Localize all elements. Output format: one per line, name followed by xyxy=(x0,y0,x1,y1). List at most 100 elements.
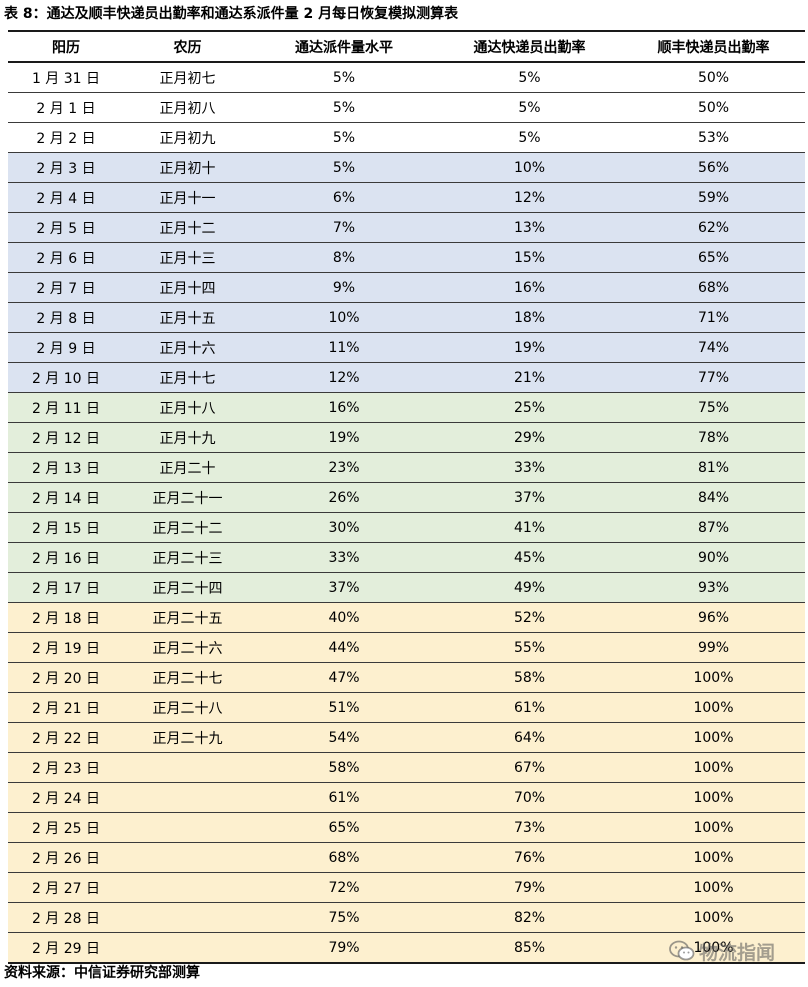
cell-lunar-date: 正月十七 xyxy=(124,362,251,393)
table-row: 2 月 1 日正月初八 5% 5% 50% xyxy=(8,92,805,123)
table-row: 2 月 6 日正月十三 8% 15% 65% xyxy=(8,242,805,273)
cell-sf-attendance: 71% xyxy=(622,302,805,333)
cell-tongda-volume: 9% xyxy=(251,272,437,303)
table-row: 2 月 24 日 61% 70% 100% xyxy=(8,782,805,813)
cell-solar-date: 2 月 25 日 xyxy=(8,812,124,843)
cell-sf-attendance: 56% xyxy=(622,152,805,183)
cell-tongda-volume: 37% xyxy=(251,572,437,603)
cell-lunar-date: 正月十四 xyxy=(124,272,251,303)
cell-solar-date: 2 月 22 日 xyxy=(8,722,124,753)
cell-sf-attendance: 90% xyxy=(622,542,805,573)
cell-solar-date: 2 月 3 日 xyxy=(8,152,124,183)
table-row: 2 月 17 日正月二十四 37% 49% 93% xyxy=(8,572,805,603)
cell-solar-date: 2 月 19 日 xyxy=(8,632,124,663)
cell-tongda-volume: 5% xyxy=(251,152,437,183)
cell-tongda-attendance: 21% xyxy=(437,362,622,393)
cell-tongda-attendance: 13% xyxy=(437,212,622,243)
cell-solar-date: 2 月 10 日 xyxy=(8,362,124,393)
cell-sf-attendance: 100% xyxy=(622,932,805,964)
cell-lunar-date: 正月二十三 xyxy=(124,542,251,573)
cell-lunar-date: 正月初七 xyxy=(124,62,251,93)
cell-tongda-volume: 79% xyxy=(251,932,437,964)
cell-sf-attendance: 96% xyxy=(622,602,805,633)
cell-solar-date: 2 月 8 日 xyxy=(8,302,124,333)
cell-tongda-volume: 5% xyxy=(251,122,437,153)
cell-tongda-volume: 30% xyxy=(251,512,437,543)
table-row: 2 月 22 日正月二十九 54% 64% 100% xyxy=(8,722,805,753)
cell-sf-attendance: 100% xyxy=(622,752,805,783)
cell-lunar-date xyxy=(124,752,251,783)
cell-tongda-volume: 10% xyxy=(251,302,437,333)
table-container: 阳历 农历 通达派件量水平 通达快递员出勤率 顺丰快递员出勤率 1 月 31 日… xyxy=(8,30,805,964)
cell-solar-date: 2 月 13 日 xyxy=(8,452,124,483)
cell-solar-date: 2 月 1 日 xyxy=(8,92,124,123)
cell-sf-attendance: 50% xyxy=(622,62,805,93)
source-note: 资料来源：中信证券研究部测算 xyxy=(4,965,200,981)
cell-sf-attendance: 77% xyxy=(622,362,805,393)
cell-tongda-attendance: 58% xyxy=(437,662,622,693)
header-tongda-attendance: 通达快递员出勤率 xyxy=(437,30,622,63)
cell-lunar-date: 正月二十五 xyxy=(124,602,251,633)
cell-tongda-attendance: 70% xyxy=(437,782,622,813)
cell-solar-date: 2 月 9 日 xyxy=(8,332,124,363)
cell-solar-date: 2 月 5 日 xyxy=(8,212,124,243)
cell-solar-date: 2 月 15 日 xyxy=(8,512,124,543)
cell-tongda-attendance: 29% xyxy=(437,422,622,453)
cell-lunar-date: 正月十八 xyxy=(124,392,251,423)
table-body: 1 月 31 日正月初七 5% 5% 50% 2 月 1 日正月初八 5% 5% 50% 2 月… xyxy=(8,62,805,964)
cell-lunar-date: 正月二十九 xyxy=(124,722,251,753)
cell-lunar-date xyxy=(124,932,251,964)
cell-solar-date: 2 月 6 日 xyxy=(8,242,124,273)
cell-tongda-volume: 51% xyxy=(251,692,437,723)
cell-solar-date: 2 月 2 日 xyxy=(8,122,124,153)
cell-tongda-volume: 8% xyxy=(251,242,437,273)
cell-tongda-attendance: 18% xyxy=(437,302,622,333)
cell-solar-date: 2 月 24 日 xyxy=(8,782,124,813)
cell-lunar-date: 正月二十六 xyxy=(124,632,251,663)
cell-sf-attendance: 68% xyxy=(622,272,805,303)
table-row: 1 月 31 日正月初七 5% 5% 50% xyxy=(8,62,805,93)
table-row: 2 月 25 日 65% 73% 100% xyxy=(8,812,805,843)
wechat-icon xyxy=(669,940,695,962)
cell-solar-date: 2 月 14 日 xyxy=(8,482,124,513)
cell-tongda-attendance: 64% xyxy=(437,722,622,753)
cell-sf-attendance: 53% xyxy=(622,122,805,153)
cell-lunar-date xyxy=(124,842,251,873)
cell-tongda-volume: 75% xyxy=(251,902,437,933)
cell-sf-attendance: 100% xyxy=(622,842,805,873)
cell-sf-attendance: 100% xyxy=(622,782,805,813)
cell-tongda-attendance: 52% xyxy=(437,602,622,633)
cell-tongda-volume: 5% xyxy=(251,62,437,93)
cell-tongda-attendance: 33% xyxy=(437,452,622,483)
cell-tongda-attendance: 25% xyxy=(437,392,622,423)
cell-tongda-volume: 5% xyxy=(251,92,437,123)
cell-tongda-attendance: 19% xyxy=(437,332,622,363)
table-header: 阳历 农历 通达派件量水平 通达快递员出勤率 顺丰快递员出勤率 xyxy=(8,30,805,63)
header-sf-attendance: 顺丰快递员出勤率 xyxy=(622,30,805,63)
watermark-text: 物流指闻 xyxy=(699,941,776,964)
table-row: 2 月 7 日正月十四 9% 16% 68% xyxy=(8,272,805,303)
cell-lunar-date: 正月十九 xyxy=(124,422,251,453)
cell-tongda-attendance: 61% xyxy=(437,692,622,723)
cell-solar-date: 2 月 23 日 xyxy=(8,752,124,783)
header-row: 阳历 农历 通达派件量水平 通达快递员出勤率 顺丰快递员出勤率 xyxy=(8,30,805,63)
cell-tongda-volume: 61% xyxy=(251,782,437,813)
table-row: 2 月 21 日正月二十八 51% 61% 100% xyxy=(8,692,805,723)
cell-sf-attendance: 75% xyxy=(622,392,805,423)
cell-sf-attendance: 100% xyxy=(622,812,805,843)
table-row: 2 月 28 日 75% 82% 100% xyxy=(8,902,805,933)
cell-tongda-volume: 23% xyxy=(251,452,437,483)
cell-tongda-attendance: 79% xyxy=(437,872,622,903)
header-tongda-volume: 通达派件量水平 xyxy=(251,30,437,63)
watermark: 物流指闻 xyxy=(669,936,775,966)
table-row: 2 月 10 日正月十七 12% 21% 77% xyxy=(8,362,805,393)
table-row: 2 月 5 日正月十二 7% 13% 62% xyxy=(8,212,805,243)
table-row: 2 月 2 日正月初九 5% 5% 53% xyxy=(8,122,805,153)
cell-tongda-volume: 68% xyxy=(251,842,437,873)
cell-tongda-attendance: 82% xyxy=(437,902,622,933)
cell-sf-attendance: 65% xyxy=(622,242,805,273)
cell-tongda-attendance: 55% xyxy=(437,632,622,663)
cell-tongda-attendance: 15% xyxy=(437,242,622,273)
cell-lunar-date: 正月十三 xyxy=(124,242,251,273)
cell-sf-attendance: 100% xyxy=(622,872,805,903)
